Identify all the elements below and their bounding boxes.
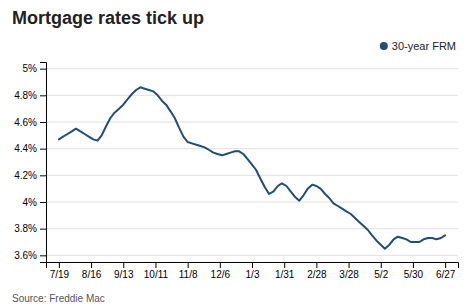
x-tick: 5/2 [374,262,388,280]
grid-line [46,95,458,96]
y-axis: 3.6% 3.8% 4% 4.2% 4.4% 4.6% 4.8% 5% [14,63,46,263]
x-tick-mark [349,262,350,268]
y-tick: 3.8% [14,223,46,234]
legend-swatch [380,42,388,50]
y-tick-mark [40,69,46,70]
legend: 30-year FRM [380,40,456,52]
grid-line [46,175,458,176]
x-axis: 7/19 8/16 9/13 10/11 11/8 12/6 1/3 1/31 2/28 3/28… [47,262,459,280]
x-tick-mark [220,262,221,268]
source: Source: Freddie Mac [12,293,105,304]
y-tick: 4.2% [14,170,46,181]
legend-item: 30-year FRM [380,40,456,52]
x-tick: 1/3 [246,262,260,280]
y-tick-label: 4.4% [14,143,37,154]
x-tick-label: 7/19 [50,269,70,280]
y-tick-mark [40,95,46,96]
x-tick-label: 5/2 [374,269,388,280]
x-tick: 7/19 [50,262,70,280]
y-tick: 4.8% [14,90,46,101]
x-tick-label: 8/16 [82,269,102,280]
x-tick: 8/16 [82,262,102,280]
y-tick: 3.6% [14,250,46,261]
x-tick: 9/13 [114,262,134,280]
grid-line [46,68,458,69]
chart: 7/19 8/16 9/13 10/11 11/8 12/6 1/3 1/31 2/28 3/28… [0,0,474,308]
y-tick-label: 4.8% [14,90,37,101]
x-axis-line [47,263,459,269]
x-tick-label: 2/28 [307,269,327,280]
x-tick-mark [445,262,446,268]
grid-line [46,202,458,203]
y-tick-label: 5% [23,63,38,74]
line [59,87,445,248]
x-tick-mark [155,262,156,268]
y-tick: 4% [23,197,46,208]
y-tick-mark [40,202,46,203]
x-tick-mark [252,262,253,268]
marks [59,87,445,248]
x-tick-mark [59,262,60,268]
x-tick-label: 6/27 [436,269,456,280]
grid-line [46,148,458,149]
y-tick-mark [40,175,46,176]
y-tick-mark [40,122,46,123]
x-tick: 11/8 [179,262,198,280]
y-tick-mark [40,149,46,150]
x-tick: 5/30 [404,262,424,280]
x-tick-mark [91,262,92,268]
x-tick-label: 1/31 [275,269,295,280]
x-tick-label: 3/28 [339,269,359,280]
x-tick-label: 10/11 [144,269,169,280]
x-tick: 1/31 [275,262,295,280]
x-tick-mark [123,262,124,268]
x-tick: 12/6 [211,262,231,280]
plot: 7/19 8/16 9/13 10/11 11/8 12/6 1/3 1/31 2/28 3/28… [14,63,458,281]
grid-line [46,228,458,229]
y-tick-label: 3.6% [14,250,37,261]
x-tick-mark [381,262,382,268]
x-tick-mark [284,262,285,268]
legend-label: 30-year FRM [392,40,456,52]
x-tick: 3/28 [339,262,359,280]
y-tick: 5% [23,63,46,74]
x-tick-mark [413,262,414,268]
x-tick-label: 12/6 [211,269,231,280]
x-tick: 10/11 [144,262,169,280]
x-tick-label: 1/3 [246,269,260,280]
grid-line [46,255,458,256]
y-axis-line [40,63,47,263]
y-tick-label: 4% [23,197,38,208]
x-tick-mark [188,262,189,268]
y-tick-mark [40,255,46,256]
x-tick: 6/27 [436,262,456,280]
grid [46,69,458,256]
x-tick-label: 11/8 [179,269,198,280]
y-tick-label: 4.6% [14,117,37,128]
x-tick-mark [316,262,317,268]
y-tick-label: 3.8% [14,223,37,234]
y-tick-mark [40,229,46,230]
y-tick: 4.6% [14,117,46,128]
y-tick: 4.4% [14,143,46,154]
title: Mortgage rates tick up [12,8,204,28]
x-tick-label: 5/30 [404,269,424,280]
x-tick: 2/28 [307,262,327,280]
x-tick-label: 9/13 [114,269,134,280]
y-tick-label: 4.2% [14,170,37,181]
